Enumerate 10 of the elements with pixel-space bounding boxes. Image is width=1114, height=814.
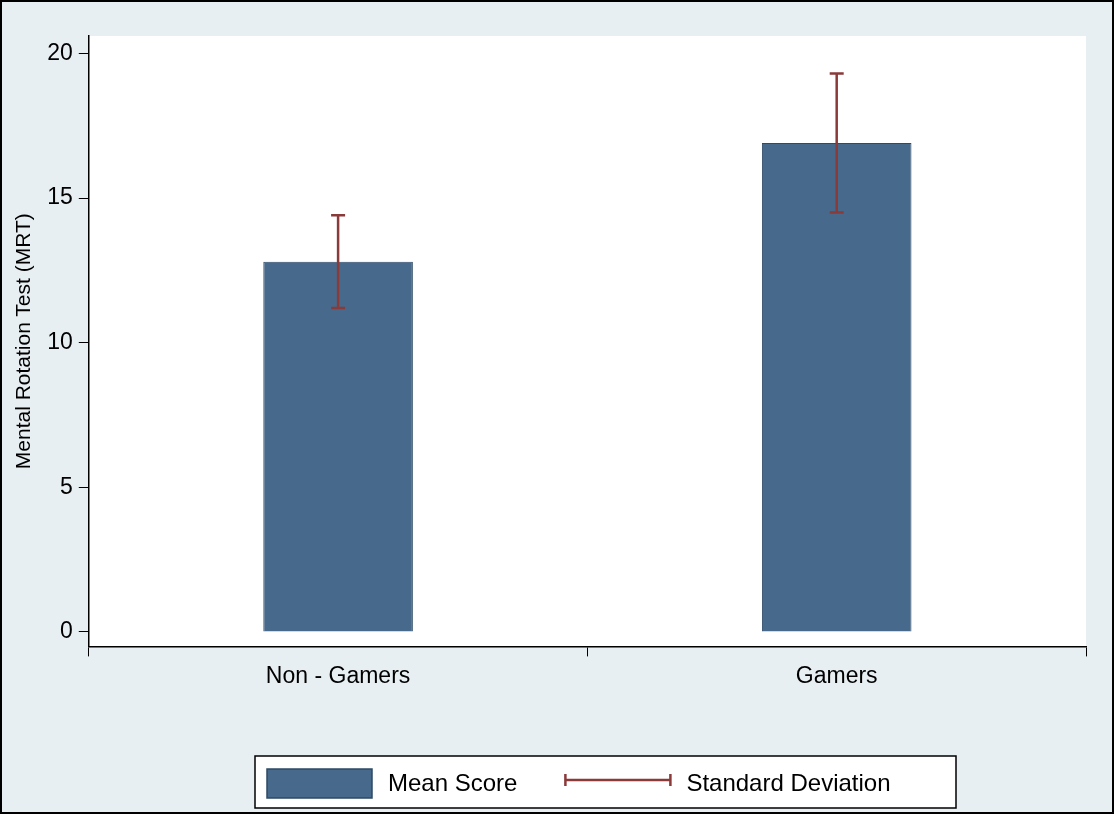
y-tick-label: 20 xyxy=(47,38,73,65)
legend-label: Mean Score xyxy=(388,768,518,796)
y-tick-label: 10 xyxy=(47,327,73,354)
text: Standard Deviation xyxy=(686,768,891,796)
y-tick-label: 5 xyxy=(59,472,73,499)
x-tick-label: Gamers xyxy=(795,661,878,688)
x-tick-label: Non - Gamers xyxy=(265,661,411,688)
y-tick-label: 15 xyxy=(47,183,73,210)
y-axis-title: Mental Rotation Test (MRT) xyxy=(11,213,35,470)
y-tick-label: 0 xyxy=(59,617,73,644)
